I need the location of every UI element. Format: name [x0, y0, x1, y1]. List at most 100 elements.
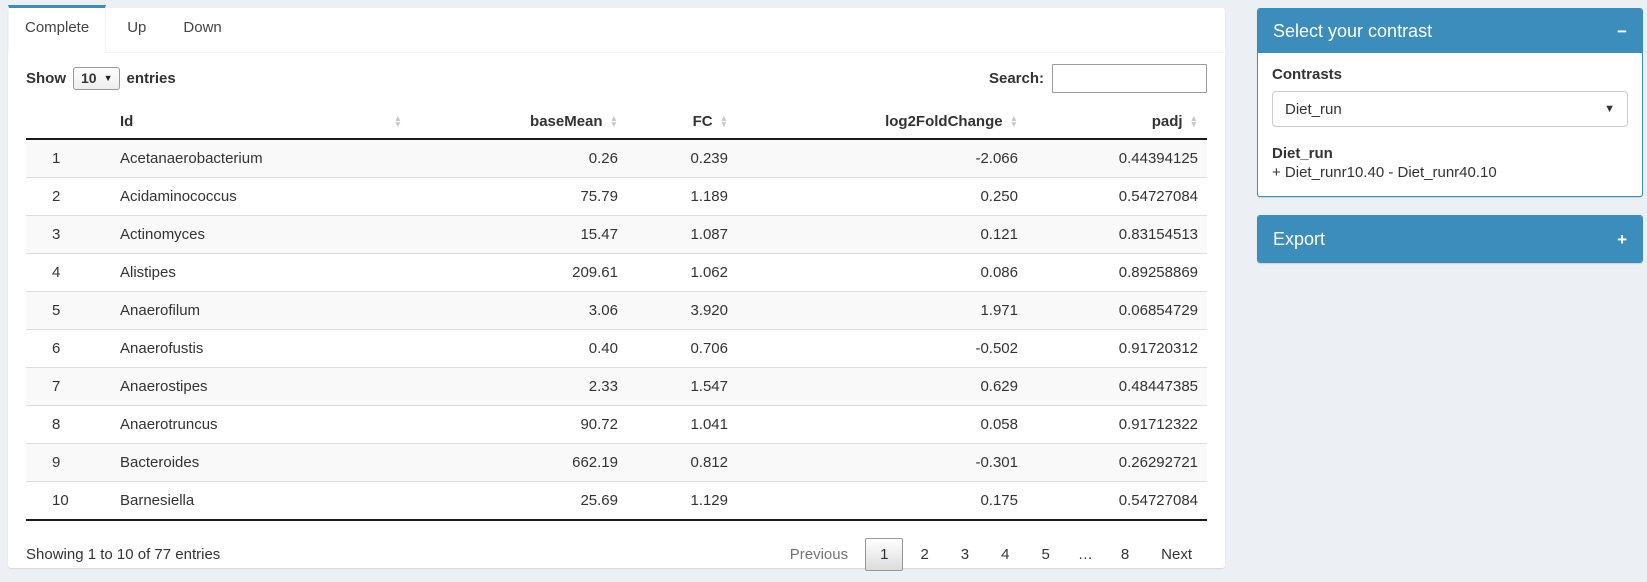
column-header-padj[interactable]: padj ▲▼: [1036, 105, 1207, 139]
table-row[interactable]: 1Acetanaerobacterium0.260.239-2.0660.443…: [26, 139, 1207, 178]
table-row[interactable]: 4Alistipes209.611.0620.0860.89258869: [26, 254, 1207, 292]
table-row[interactable]: 5Anaerofilum3.063.9201.9710.06854729: [26, 292, 1207, 330]
cell-log2fc: -0.502: [746, 330, 1036, 368]
page-length-value: 10: [81, 70, 97, 86]
cell-padj: 0.48447385: [1036, 368, 1207, 406]
table-row[interactable]: 3Actinomyces15.471.0870.1210.83154513: [26, 216, 1207, 254]
cell-baseMean: 209.61: [411, 254, 636, 292]
cell-baseMean: 2.33: [411, 368, 636, 406]
sort-icon: ▲▼: [1190, 116, 1198, 127]
column-header-log2foldchange[interactable]: log2FoldChange ▲▼: [746, 105, 1036, 139]
cell-id: Acetanaerobacterium: [111, 139, 411, 178]
cell-fc: 1.041: [636, 406, 746, 444]
cell-padj: 0.89258869: [1036, 254, 1207, 292]
cell-baseMean: 3.06: [411, 292, 636, 330]
sort-icon: ▲▼: [720, 116, 728, 127]
page-button-2[interactable]: 2: [905, 538, 943, 571]
page-button-1[interactable]: 1: [865, 538, 903, 571]
cell-n: 9: [26, 444, 111, 482]
table-row[interactable]: 7Anaerostipes2.331.5470.6290.48447385: [26, 368, 1207, 406]
cell-n: 8: [26, 406, 111, 444]
select-caret-icon: ▼: [104, 73, 113, 83]
cell-log2fc: 0.629: [746, 368, 1036, 406]
contrast-select[interactable]: Diet_run ▼: [1272, 91, 1628, 127]
cell-id: Barnesiella: [111, 482, 411, 521]
expand-plus-icon[interactable]: +: [1617, 231, 1627, 248]
collapse-minus-icon[interactable]: −: [1617, 23, 1627, 40]
contrast-box-header: Select your contrast −: [1258, 9, 1642, 53]
sort-icon: ▲▼: [1010, 116, 1018, 127]
search-label: Search:: [989, 70, 1044, 87]
cell-fc: 1.087: [636, 216, 746, 254]
cell-id: Acidaminococcus: [111, 178, 411, 216]
table-row[interactable]: 8Anaerotruncus90.721.0410.0580.91712322: [26, 406, 1207, 444]
page-length-control: Show 10 ▼ entries: [26, 67, 176, 90]
cell-fc: 1.062: [636, 254, 746, 292]
cell-log2fc: 0.250: [746, 178, 1036, 216]
cell-fc: 1.129: [636, 482, 746, 521]
search-input[interactable]: [1052, 64, 1207, 93]
cell-padj: 0.91720312: [1036, 330, 1207, 368]
page-button-8[interactable]: 8: [1106, 538, 1144, 571]
contrast-box: Select your contrast − Contrasts Diet_ru…: [1257, 8, 1643, 197]
tab-bar: Complete Up Down: [8, 8, 1225, 53]
table-row[interactable]: 2Acidaminococcus75.791.1890.2500.5472708…: [26, 178, 1207, 216]
column-label: FC: [693, 113, 713, 130]
table-row[interactable]: 6Anaerofustis0.400.706-0.5020.91720312: [26, 330, 1207, 368]
cell-baseMean: 75.79: [411, 178, 636, 216]
cell-fc: 1.547: [636, 368, 746, 406]
cell-log2fc: 0.058: [746, 406, 1036, 444]
cell-id: Anaerofilum: [111, 292, 411, 330]
contrast-formula: + Diet_runr10.40 - Diet_runr40.10: [1272, 164, 1628, 181]
entries-label: entries: [127, 70, 176, 87]
cell-padj: 0.06854729: [1036, 292, 1207, 330]
cell-padj: 0.44394125: [1036, 139, 1207, 178]
cell-baseMean: 0.26: [411, 139, 636, 178]
cell-n: 10: [26, 482, 111, 521]
cell-fc: 0.239: [636, 139, 746, 178]
cell-id: Bacteroides: [111, 444, 411, 482]
cell-log2fc: -2.066: [746, 139, 1036, 178]
tab-up[interactable]: Up: [111, 5, 162, 53]
cell-padj: 0.54727084: [1036, 482, 1207, 521]
column-header-id[interactable]: Id ▲▼: [111, 105, 411, 139]
cell-n: 4: [26, 254, 111, 292]
column-header-fc[interactable]: FC ▲▼: [636, 105, 746, 139]
cell-log2fc: 0.175: [746, 482, 1036, 521]
export-box: Export +: [1257, 215, 1643, 263]
page-length-select[interactable]: 10 ▼: [73, 67, 120, 90]
contrast-box-title: Select your contrast: [1273, 21, 1432, 42]
cell-log2fc: -0.301: [746, 444, 1036, 482]
cell-padj: 0.91712322: [1036, 406, 1207, 444]
page-button-4[interactable]: 4: [986, 538, 1024, 571]
page-button-5[interactable]: 5: [1026, 538, 1064, 571]
page-button-next[interactable]: Next: [1146, 538, 1207, 571]
tab-complete[interactable]: Complete: [8, 5, 106, 53]
cell-n: 3: [26, 216, 111, 254]
table-header-row: Id ▲▼ baseMean ▲▼ FC ▲▼: [26, 105, 1207, 139]
table-row[interactable]: 10Barnesiella25.691.1290.1750.54727084: [26, 482, 1207, 521]
tab-down[interactable]: Down: [167, 5, 237, 53]
cell-id: Actinomyces: [111, 216, 411, 254]
results-table: Id ▲▼ baseMean ▲▼ FC ▲▼: [26, 105, 1207, 521]
sidebar-panel: Select your contrast − Contrasts Diet_ru…: [1257, 8, 1643, 281]
cell-n: 7: [26, 368, 111, 406]
cell-padj: 0.54727084: [1036, 178, 1207, 216]
cell-log2fc: 0.121: [746, 216, 1036, 254]
table-panel: Show 10 ▼ entries Search: Id: [8, 53, 1225, 574]
contrast-name: Diet_run: [1272, 145, 1628, 162]
table-footer: Showing 1 to 10 of 77 entries Previous12…: [26, 534, 1207, 574]
cell-n: 6: [26, 330, 111, 368]
cell-fc: 0.706: [636, 330, 746, 368]
page-button-3[interactable]: 3: [946, 538, 984, 571]
cell-fc: 0.812: [636, 444, 746, 482]
column-header-basemean[interactable]: baseMean ▲▼: [411, 105, 636, 139]
table-row[interactable]: 9Bacteroides662.190.812-0.3010.26292721: [26, 444, 1207, 482]
cell-baseMean: 25.69: [411, 482, 636, 521]
show-label: Show: [26, 70, 66, 87]
table-info: Showing 1 to 10 of 77 entries: [26, 546, 220, 563]
cell-fc: 1.189: [636, 178, 746, 216]
page-button-previous[interactable]: Previous: [775, 538, 863, 571]
cell-n: 1: [26, 139, 111, 178]
cell-log2fc: 1.971: [746, 292, 1036, 330]
